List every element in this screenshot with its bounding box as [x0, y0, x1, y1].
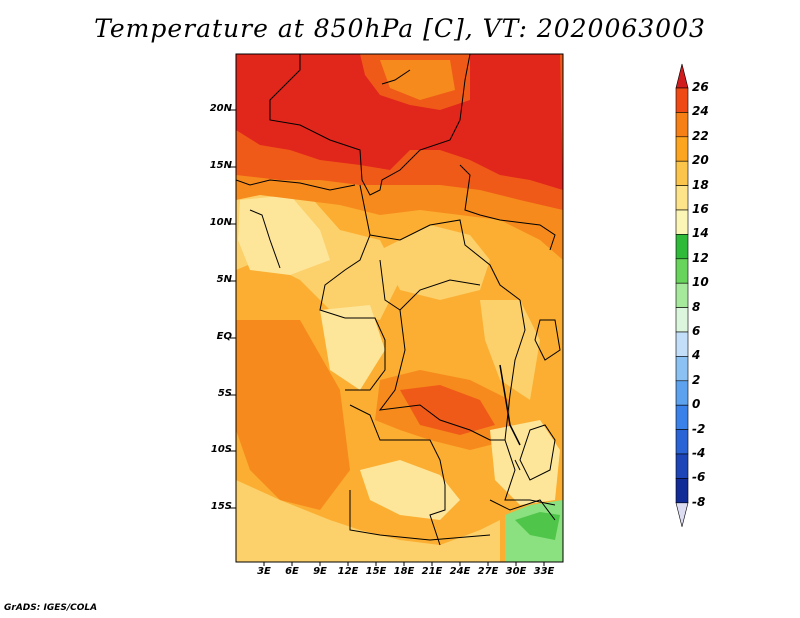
colorbar-tick-label: -4 — [692, 446, 706, 460]
field-orange-top-center — [380, 60, 455, 100]
lat-label: 10N — [209, 217, 232, 228]
colorbar-swatch — [675, 404, 689, 430]
colorbar-tick-label: 24 — [692, 104, 709, 119]
colorbar-swatch — [675, 87, 689, 113]
colorbar-tick-label: 26 — [692, 80, 709, 94]
lon-label: 3E — [257, 566, 271, 577]
border-line — [319, 184, 371, 319]
colorbar-tick-label: 14 — [692, 226, 709, 241]
lat-label: 5N — [216, 274, 232, 285]
colorbar-swatch — [675, 185, 689, 211]
border-line — [345, 317, 386, 391]
border-line — [349, 404, 446, 546]
border-line — [381, 69, 411, 85]
colorbar-top-arrow — [675, 63, 689, 89]
colorbar-swatch — [675, 429, 689, 455]
colorbar-swatch — [675, 112, 689, 138]
border-line — [378, 309, 505, 441]
colorbar-tick-label: -2 — [692, 421, 706, 436]
colorbar-swatch — [675, 331, 689, 357]
colorbar-swatch — [675, 160, 689, 186]
field-light-central — [380, 225, 490, 300]
colorbar-swatch — [675, 234, 689, 260]
field-orange-south — [236, 320, 350, 510]
lon-label: 24E — [449, 566, 471, 577]
grads-credit: GrADS: IGES/COLA — [4, 603, 98, 613]
colorbar-tick-label: 16 — [692, 202, 709, 216]
lat-label: 5S — [217, 388, 232, 399]
colorbar-swatch — [675, 453, 689, 479]
colorbar-swatch — [675, 478, 689, 504]
lon-label: 18E — [393, 566, 415, 577]
colorbar-swatch — [675, 380, 689, 406]
border-line — [499, 364, 521, 446]
colorbar-tick-label: 12 — [692, 250, 709, 265]
map-border — [235, 53, 564, 563]
colorbar-tick-label: 8 — [692, 299, 701, 314]
colorbar-tick-label: -6 — [692, 470, 706, 485]
border-line — [459, 164, 556, 251]
temperature-field — [236, 54, 563, 562]
colorbar — [675, 63, 689, 527]
lon-label: 15E — [365, 566, 387, 577]
lat-label: 20N — [209, 103, 232, 114]
border-line — [504, 299, 556, 506]
field-warm-center — [400, 385, 495, 435]
field-hot-north — [236, 54, 563, 190]
border-line — [519, 424, 556, 481]
lon-label: 21E — [421, 566, 443, 577]
chart-title: Temperature at 850hPa [C], VT: 202006300… — [94, 14, 706, 43]
colorbar-swatch — [675, 209, 689, 235]
field-darkgreen-southeast — [515, 512, 560, 540]
lat-label: EQ — [216, 331, 232, 342]
border-line — [489, 499, 556, 521]
border-line — [369, 219, 521, 301]
lat-label: 15N — [209, 160, 232, 171]
lon-label: 9E — [313, 566, 327, 577]
field-pale-east — [480, 300, 540, 400]
colorbar-swatch — [675, 307, 689, 333]
lon-label: 33E — [533, 566, 555, 577]
lat-label: 15S — [210, 501, 232, 512]
colorbar-swatch — [675, 282, 689, 308]
country-borders — [236, 54, 561, 546]
lon-label: 27E — [477, 566, 499, 577]
lon-label: 6E — [285, 566, 299, 577]
field-light-south — [236, 480, 500, 562]
colorbar-bottom-arrow — [675, 502, 689, 527]
colorbar-tick-label: 6 — [692, 324, 701, 338]
colorbar-tick-label: 4 — [692, 348, 701, 363]
colorbar-tick-label: 10 — [692, 275, 709, 290]
colorbar-swatch — [675, 258, 689, 284]
colorbar-tick-label: 18 — [692, 177, 709, 192]
field-pale-south — [360, 460, 460, 520]
lon-label: 30E — [505, 566, 527, 577]
border-line — [514, 459, 521, 471]
colorbar-swatch — [675, 136, 689, 162]
border-line — [236, 179, 356, 191]
field-pale-gabon — [320, 305, 385, 390]
border-line — [249, 209, 281, 269]
colorbar-tick-label: -8 — [692, 494, 706, 509]
border-line — [269, 54, 471, 196]
lon-label: 12E — [337, 566, 359, 577]
axis-ticks — [230, 109, 545, 566]
border-line — [379, 259, 481, 311]
colorbar-tick-label: 20 — [692, 153, 709, 168]
colorbar-swatch — [675, 356, 689, 382]
field-pale-southeast — [490, 420, 560, 505]
border-line — [534, 319, 561, 361]
colorbar-tick-label: 2 — [692, 372, 701, 387]
colorbar-tick-label: 22 — [692, 128, 709, 143]
border-line — [349, 490, 491, 541]
lat-label: 10S — [210, 444, 232, 455]
colorbar-tick-label: 0 — [692, 397, 701, 412]
